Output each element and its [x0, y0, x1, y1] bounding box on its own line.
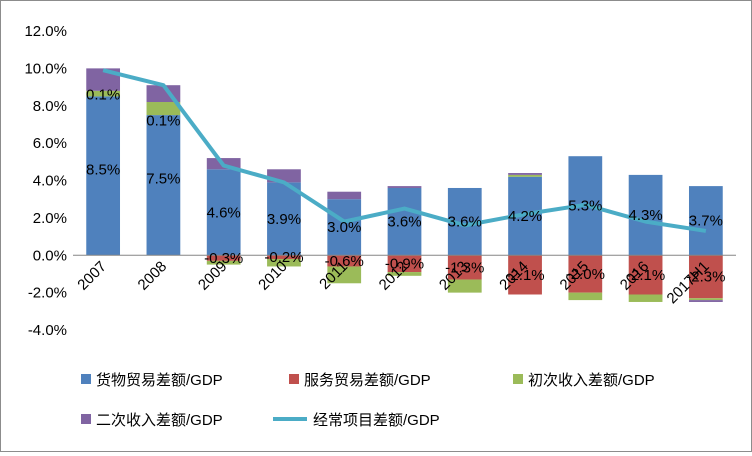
legend-label: 服务贸易差额/GDP [304, 372, 431, 389]
data-label: -2.3% [686, 269, 725, 286]
bar-segment [447, 255, 482, 280]
legend-swatch [289, 374, 299, 384]
bar-segment [568, 292, 603, 301]
legend-swatch [81, 374, 91, 384]
bar-segment [206, 255, 241, 261]
bar-segment [688, 255, 723, 299]
bar-segment [387, 186, 422, 188]
data-label: 4.2% [508, 208, 542, 225]
legend-label: 二次收入差额/GDP [96, 412, 223, 429]
data-label: 5.3% [568, 198, 602, 215]
data-label: -2.1% [505, 267, 544, 284]
y-tick-label: 4.0% [33, 173, 67, 190]
bar-segment [327, 255, 362, 267]
bar-segment [688, 298, 723, 301]
data-label: -2.1% [626, 267, 665, 284]
y-tick-label: 8.0% [33, 98, 67, 115]
legend-swatch [81, 414, 91, 424]
legend-swatch [513, 374, 523, 384]
bar-segment [327, 199, 362, 256]
bar-segment [327, 266, 362, 284]
bar-segment [267, 258, 301, 267]
y-tick-label: 0.0% [33, 247, 67, 264]
data-label: -2.0% [566, 266, 605, 283]
data-label: 3.0% [327, 219, 361, 236]
bar-segment [568, 255, 603, 293]
legend-label: 初次收入差额/GDP [528, 372, 655, 389]
y-tick-label: -4.0% [28, 322, 67, 339]
data-labels-layer: 8.5% 7.5% 4.6% 3.9% 3.0% 3.6% 3.6% 4.2% 5.3% 4.3%… [86, 87, 725, 286]
y-tick-label: 10.0% [24, 60, 67, 77]
bar-segment [86, 90, 121, 97]
x-axis-labels: 2007 2008 2009 2010 2011 2012 2013 2014 2015 2016… [74, 258, 712, 307]
data-label: 8.5% [86, 161, 120, 178]
data-label: 4.3% [628, 207, 662, 224]
data-label: -0.9% [385, 256, 424, 273]
bar-segment [146, 102, 181, 116]
y-tick-label: -2.0% [28, 285, 67, 302]
bar-segment [688, 186, 723, 256]
bar-segment [146, 115, 181, 256]
data-label: 0.1% [146, 113, 180, 130]
data-label: 4.6% [207, 204, 241, 221]
bar-segment [387, 187, 422, 256]
data-label: 3.7% [689, 213, 723, 230]
legend-label: 经常项目差额/GDP [313, 412, 440, 429]
bar-segment [508, 174, 542, 177]
x-tick-label: 2008 [135, 258, 171, 294]
bar-segment [267, 255, 301, 259]
bar-segment [688, 300, 723, 302]
data-label: 7.5% [146, 171, 180, 188]
x-tick-label: 2007 [74, 258, 110, 294]
data-label: 3.6% [448, 214, 482, 231]
y-tick-label: 6.0% [33, 135, 67, 152]
data-label: -0.3% [204, 250, 243, 267]
data-label: 3.6% [387, 214, 421, 231]
y-tick-label: 12.0% [24, 23, 67, 40]
bar-segment [628, 174, 663, 256]
data-label: -0.2% [264, 249, 303, 266]
bar-segment [447, 279, 482, 293]
y-axis: -4.0% -2.0% 0.0% 2.0% 4.0% 6.0% 8.0% 10.0% 12.0% [24, 23, 67, 339]
bar-segment [628, 255, 663, 295]
data-label: 3.9% [267, 211, 301, 228]
y-tick-label: 2.0% [33, 210, 67, 227]
bar-segment [508, 255, 542, 295]
bar-segment [508, 173, 542, 175]
legend-label: 货物贸易差额/GDP [96, 372, 223, 389]
legend: 货物贸易差额/GDP 服务贸易差额/GDP 初次收入差额/GDP 二次收入差额/GDP… [81, 372, 655, 429]
bar-segment [387, 255, 422, 273]
bar-segment [387, 272, 422, 276]
bar-segment [86, 96, 121, 256]
bar-segment [327, 191, 362, 200]
bar-segment [267, 182, 301, 256]
series-line [102, 68, 707, 233]
data-label: -1.3% [445, 259, 484, 276]
line-layer [102, 68, 707, 233]
data-label: 0.1% [86, 87, 120, 104]
bar-segment [628, 294, 663, 302]
bar-segment [206, 169, 241, 256]
bar-segment [206, 260, 241, 265]
data-label: -0.6% [325, 253, 364, 270]
